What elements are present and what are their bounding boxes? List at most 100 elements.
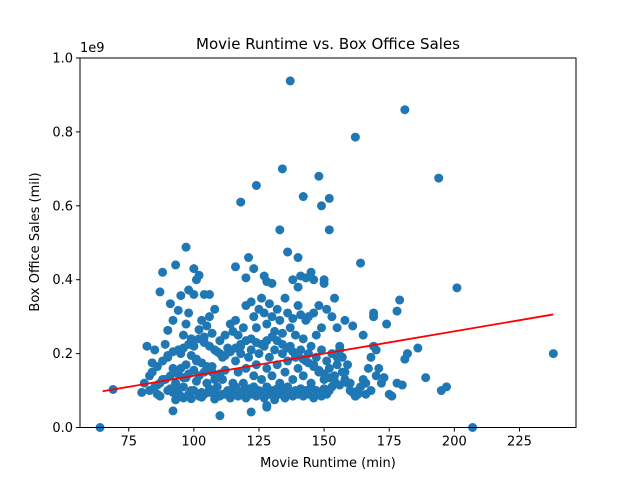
scatter-point: [210, 304, 220, 314]
chart-title: Movie Runtime vs. Box Office Sales: [196, 35, 460, 53]
scatter-point: [306, 267, 316, 277]
scatter-point: [298, 371, 308, 381]
scatter-point: [366, 386, 376, 396]
scatter-point: [163, 325, 173, 335]
scatter-point: [277, 164, 287, 174]
scatter-point: [379, 373, 389, 383]
scatter-point: [231, 262, 241, 272]
scatter-point: [202, 321, 212, 331]
y-tick-label: 0.8: [52, 125, 73, 140]
scatter-point: [244, 352, 254, 362]
scatter-point: [267, 312, 277, 322]
scatter-point: [254, 349, 264, 359]
scatter-point: [275, 225, 285, 235]
scatter-point: [400, 105, 410, 115]
scatter-point: [350, 132, 360, 142]
scatter-point: [324, 193, 334, 203]
scatter-point: [387, 391, 397, 401]
scatter-point: [340, 315, 350, 325]
scatter-point: [452, 283, 462, 293]
scatter-point: [358, 330, 368, 340]
scatter-point: [280, 367, 290, 377]
scatter-point: [270, 395, 280, 405]
x-tick-label: 125: [247, 435, 272, 450]
scatter-point: [285, 323, 295, 333]
x-tick-label: 200: [442, 435, 467, 450]
x-axis-label: Movie Runtime (min): [260, 456, 396, 471]
x-ticks: 75 100 125 150 175 200 225: [120, 427, 532, 450]
scatter-point: [204, 289, 214, 299]
scatter-point: [311, 330, 321, 340]
scatter-point: [335, 380, 345, 390]
scatter-point: [267, 278, 277, 288]
scatter-point: [306, 341, 316, 351]
scatter-point: [189, 289, 199, 299]
scatter-point: [361, 378, 371, 388]
scatter-point: [316, 201, 326, 211]
scatter-point: [168, 315, 178, 325]
scatter-point: [249, 371, 259, 381]
scatter-point: [186, 350, 196, 360]
scatter-point: [160, 339, 170, 349]
scatter-point: [262, 363, 272, 373]
scatter-point: [371, 371, 381, 381]
scatter-point: [189, 264, 199, 274]
scatter-point: [204, 312, 214, 322]
scatter-point: [314, 171, 324, 181]
scatter-point: [283, 247, 293, 257]
scatter-point: [293, 282, 303, 292]
scatter-point: [241, 273, 251, 283]
scatter-point: [262, 402, 272, 412]
scatter-point: [382, 319, 392, 329]
scatter-point: [194, 270, 204, 280]
scatter-point: [246, 297, 256, 307]
x-tick-label: 175: [377, 435, 402, 450]
scatter-point: [298, 192, 308, 202]
scatter-point: [184, 308, 194, 318]
scatter-point: [280, 293, 290, 303]
y-axis-label: Box Office Sales (mil): [28, 172, 43, 311]
y-tick-label: 0.2: [52, 347, 73, 362]
scatter-point: [249, 312, 259, 322]
scatter-point: [181, 319, 191, 329]
scatter-point: [231, 315, 241, 325]
scatter-point: [150, 345, 160, 355]
scatter-point: [374, 363, 384, 373]
scatter-point: [348, 321, 358, 331]
scatter-point: [165, 299, 175, 309]
scatter-point: [244, 253, 254, 263]
scatter-point: [173, 305, 183, 315]
scatter-point: [158, 267, 168, 277]
trend-line: [102, 313, 554, 393]
scatter-point: [402, 349, 412, 359]
scatter-point: [142, 341, 152, 351]
scatter-point: [228, 378, 238, 388]
scatter-point: [327, 312, 337, 322]
scatter-point: [257, 374, 267, 384]
scatter-point: [332, 323, 342, 333]
scatter-point: [288, 374, 298, 384]
scatter-point: [324, 225, 334, 235]
scatter-point: [145, 386, 155, 396]
scatter-point: [343, 360, 353, 370]
scatter-point: [277, 328, 287, 338]
scatter-point: [322, 356, 332, 366]
scatter-point: [293, 301, 303, 311]
scatter-point: [298, 334, 308, 344]
x-tick-label: 100: [181, 435, 206, 450]
scatter-point: [176, 391, 186, 401]
scatter-point: [345, 378, 355, 388]
scatter-point: [176, 291, 186, 301]
points-layer: [95, 76, 558, 432]
scatter-point: [272, 304, 282, 314]
scatter-point: [257, 293, 267, 303]
scatter-point: [316, 323, 326, 333]
scatter-point: [155, 391, 165, 401]
scatter-point: [270, 345, 280, 355]
y-tick-label: 0.4: [52, 273, 73, 288]
scatter-point: [233, 367, 243, 377]
scatter-point: [178, 330, 188, 340]
y-offset-text: 1e9: [80, 41, 105, 56]
scatter-point: [350, 391, 360, 401]
